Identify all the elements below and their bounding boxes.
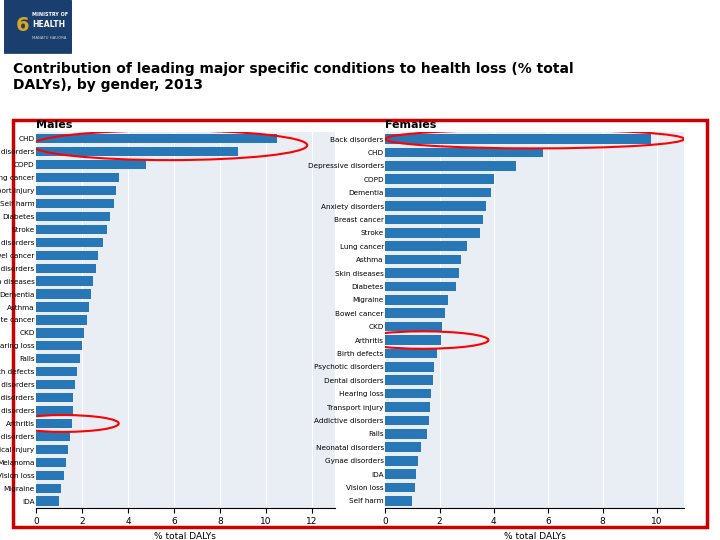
Bar (36, 160, 146, 170)
Bar (36, 173, 119, 183)
Bar (385, 389, 431, 399)
Bar (36, 367, 77, 376)
Bar (36, 289, 91, 299)
Bar (36, 147, 238, 157)
Bar (36, 238, 103, 247)
Bar (36, 328, 84, 338)
Bar (36, 419, 71, 428)
Bar (385, 201, 486, 211)
Bar (385, 483, 415, 492)
Bar (385, 456, 418, 465)
Bar (36, 264, 96, 273)
Bar (385, 174, 494, 184)
Bar (36, 457, 66, 467)
Bar (385, 308, 445, 318)
Bar (385, 134, 652, 144)
Text: Females: Females (385, 120, 436, 130)
Bar (385, 295, 448, 305)
Bar (385, 496, 413, 506)
X-axis label: % total DALYs: % total DALYs (155, 532, 216, 540)
Bar (36, 302, 89, 312)
Bar (385, 255, 462, 265)
Text: HEALTH: HEALTH (32, 20, 66, 29)
Bar (36, 483, 61, 493)
Bar (36, 134, 277, 144)
Bar (36, 470, 63, 480)
Bar (385, 362, 434, 372)
FancyBboxPatch shape (1, 0, 74, 54)
Bar (385, 214, 483, 224)
Bar (385, 241, 467, 251)
Bar (36, 432, 71, 441)
Bar (385, 442, 420, 452)
Bar (36, 496, 59, 506)
Bar (36, 186, 117, 195)
Text: MANATU HAUORA: MANATU HAUORA (32, 36, 67, 39)
Text: Contribution of leading major specific conditions to health loss (% total
DALYs): Contribution of leading major specific c… (13, 62, 574, 92)
Bar (385, 161, 516, 171)
Bar (385, 349, 437, 358)
Bar (36, 315, 86, 325)
Bar (385, 147, 543, 157)
Text: Males: Males (36, 120, 73, 130)
Bar (385, 282, 456, 291)
Bar (385, 402, 430, 412)
Bar (385, 375, 433, 385)
Bar (385, 322, 442, 332)
Bar (36, 393, 73, 402)
Bar (36, 406, 73, 415)
Bar (36, 199, 114, 208)
Bar (36, 276, 94, 286)
Bar (385, 188, 491, 198)
Bar (13, 120, 707, 526)
Bar (385, 268, 459, 278)
X-axis label: % total DALYs: % total DALYs (504, 532, 565, 540)
Bar (385, 228, 480, 238)
Bar (385, 335, 441, 345)
Bar (36, 354, 80, 363)
Bar (36, 251, 98, 260)
Bar (36, 225, 107, 234)
Bar (385, 469, 416, 479)
Bar (385, 416, 428, 426)
Bar (36, 341, 82, 350)
Bar (36, 445, 68, 454)
Text: 6: 6 (16, 16, 30, 35)
Text: MINISTRY OF: MINISTRY OF (32, 12, 68, 17)
Bar (385, 429, 427, 438)
Bar (36, 380, 75, 389)
Bar (36, 212, 109, 221)
